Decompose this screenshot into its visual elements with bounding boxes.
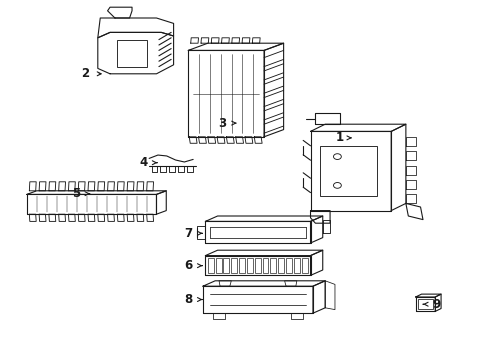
Bar bbox=[239, 258, 244, 273]
Bar bbox=[417, 299, 432, 309]
Text: 6: 6 bbox=[184, 259, 192, 272]
Bar bbox=[270, 258, 276, 273]
Bar bbox=[285, 258, 291, 273]
Bar bbox=[117, 40, 146, 67]
Text: 2: 2 bbox=[81, 67, 89, 80]
Bar bbox=[231, 258, 237, 273]
Text: 7: 7 bbox=[184, 227, 192, 240]
Text: 4: 4 bbox=[139, 156, 147, 169]
Text: 1: 1 bbox=[335, 131, 343, 144]
Bar bbox=[262, 258, 268, 273]
Bar bbox=[301, 258, 307, 273]
Bar bbox=[215, 258, 221, 273]
Bar bbox=[207, 258, 213, 273]
Text: 8: 8 bbox=[184, 293, 192, 306]
Text: 9: 9 bbox=[432, 298, 440, 311]
Bar bbox=[246, 258, 252, 273]
Bar bbox=[278, 258, 284, 273]
Bar bbox=[223, 258, 229, 273]
Bar bbox=[293, 258, 299, 273]
Text: 5: 5 bbox=[72, 187, 80, 200]
Bar bbox=[320, 146, 376, 196]
Text: 3: 3 bbox=[218, 117, 226, 130]
Bar bbox=[254, 258, 260, 273]
